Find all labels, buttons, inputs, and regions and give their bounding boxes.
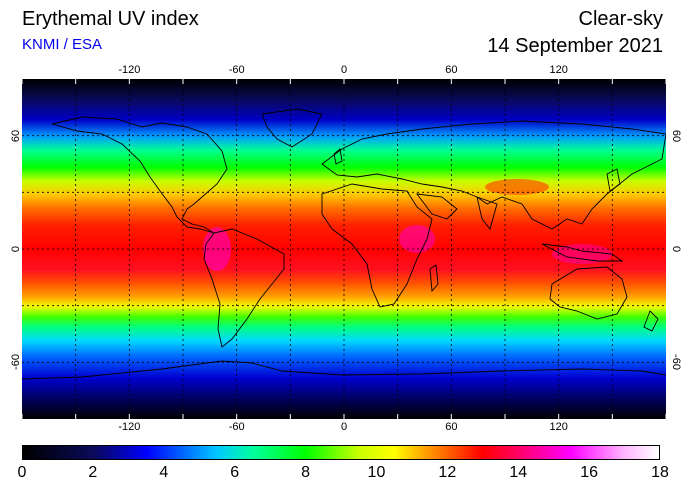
africa-coast: [321, 183, 433, 308]
left-lat-label: 0: [10, 245, 22, 253]
new-zealand-coast: [643, 310, 659, 332]
colorbar-tick-label: 0: [17, 464, 27, 481]
north-america-coast: [51, 116, 228, 234]
antarctica-coast: [22, 360, 666, 380]
colorbar-tick-label: 18: [651, 464, 669, 481]
right-lat-label: 60: [670, 129, 682, 142]
top-lon-label: 0: [340, 64, 348, 76]
madagascar-coast: [429, 264, 439, 293]
coastlines: [22, 108, 666, 380]
colorbar-tick-label: 10: [367, 464, 386, 481]
sky-condition-label: Clear-sky: [578, 8, 663, 30]
axis-ticks: [22, 79, 666, 419]
top-lon-label: 60: [445, 64, 458, 76]
left-lat-label: 60: [10, 129, 22, 142]
right-lat-label: -60: [670, 354, 682, 371]
top-lon-label: 120: [549, 64, 568, 76]
top-lon-label: -120: [118, 64, 141, 76]
indonesia-coast: [541, 243, 624, 262]
colorbar-tick-label: 2: [88, 464, 98, 481]
bottom-lon-label: 0: [340, 421, 348, 433]
right-lat-label: 0: [670, 245, 682, 253]
left-lat-label: -60: [10, 354, 22, 371]
bottom-lon-label: 60: [445, 421, 458, 433]
japan-coast: [606, 168, 621, 192]
source-credit: KNMI / ESA: [22, 36, 103, 53]
east-africa-high-uv: [399, 225, 435, 253]
india-coast: [476, 196, 498, 230]
greenland-coast: [261, 108, 323, 148]
date-label: 14 September 2021: [487, 35, 663, 57]
colorbar-tick-label: 6: [230, 464, 240, 481]
uk-coast: [333, 148, 343, 165]
uv-colorbar: [22, 445, 660, 460]
bottom-lon-label: -120: [118, 421, 141, 433]
bottom-lon-label: -60: [228, 421, 245, 433]
map-title: Erythemal UV index: [22, 8, 199, 30]
colorbar-tick-label: 8: [301, 464, 310, 481]
bottom-lon-label: 120: [549, 421, 568, 433]
south-america-coast: [203, 228, 285, 348]
colorbar-tick-label: 12: [438, 464, 457, 481]
eurasia-coast: [321, 120, 666, 230]
world-uv-map: [22, 79, 666, 419]
graticule: [22, 79, 666, 419]
arabia-coast: [416, 193, 458, 220]
australia-coast: [549, 266, 628, 320]
colorbar-tick-label: 14: [509, 464, 528, 481]
top-lon-label: -60: [228, 64, 245, 76]
colorbar-tick-label: 16: [580, 464, 599, 481]
colorbar-tick-label: 4: [159, 464, 169, 481]
tibet-high-uv: [485, 179, 549, 195]
